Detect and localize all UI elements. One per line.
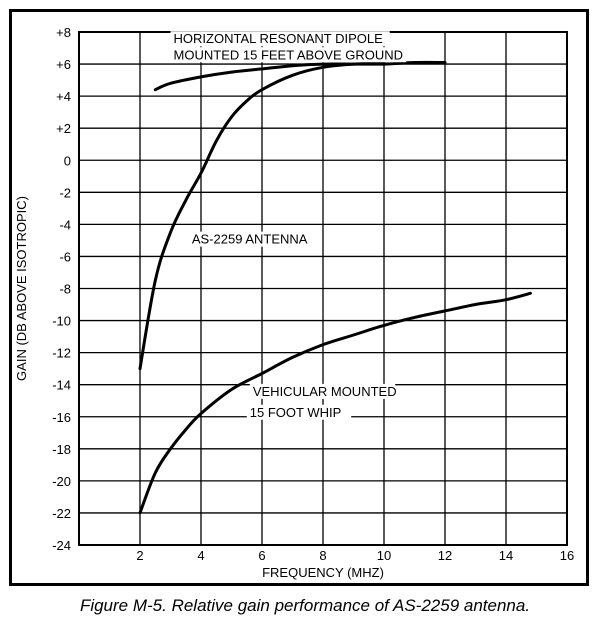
y-tick-label: -12 bbox=[52, 346, 71, 361]
x-tick-label: 12 bbox=[438, 548, 452, 563]
grid bbox=[79, 32, 567, 545]
series-label-0-0-bg bbox=[170, 31, 390, 47]
series-label-0-1-bg bbox=[170, 47, 407, 63]
y-tick-label: -6 bbox=[59, 249, 71, 264]
y-tick-label: 0 bbox=[64, 153, 71, 168]
x-tick-label: 8 bbox=[319, 548, 326, 563]
figure-frame bbox=[9, 9, 589, 586]
series-label-2-1-bg bbox=[246, 404, 352, 420]
y-tick-label: -2 bbox=[59, 185, 71, 200]
y-tick-label: -8 bbox=[59, 282, 71, 297]
series-label-1-0-bg bbox=[188, 231, 318, 247]
y-tick-label: -24 bbox=[52, 538, 71, 553]
y-tick-label: -22 bbox=[52, 506, 71, 521]
y-tick-label: +8 bbox=[56, 25, 71, 40]
x-axis-title: FREQUENCY (MHZ) bbox=[262, 565, 384, 580]
y-tick-label: -10 bbox=[52, 314, 71, 329]
y-tick-label: -16 bbox=[52, 410, 71, 425]
tick-labels: 2 4 6 8 10 12 14 16 +8 +6 +4 +2 0 -2 -4 -6 -8 -10 -12 -14 -1… bbox=[52, 25, 574, 563]
series-label-2-0: VEHICULAR MOUNTED bbox=[253, 384, 397, 399]
figure-caption: Figure M-5. Relative gain performance of… bbox=[79, 596, 531, 615]
series-label-1-0: AS-2259 ANTENNA bbox=[192, 232, 308, 247]
series-label-0-0: HORIZONTAL RESONANT DIPOLE bbox=[174, 31, 384, 46]
gain-chart: 2 4 6 8 10 12 14 16 +8 +6 +4 +2 0 -2 -4 -6 -8 -10 -12 -14 -1… bbox=[14, 25, 574, 580]
series-lines bbox=[138, 60, 532, 515]
whip-series-line bbox=[138, 291, 532, 515]
y-tick-label: -20 bbox=[52, 474, 71, 489]
as2259-series-line bbox=[138, 61, 386, 371]
x-tick-label: 16 bbox=[560, 548, 574, 563]
series-label-2-1: 15 FOOT WHIP bbox=[250, 405, 341, 420]
y-tick-label: +6 bbox=[56, 57, 71, 72]
x-tick-label: 2 bbox=[136, 548, 143, 563]
x-tick-label: 14 bbox=[499, 548, 513, 563]
x-tick-label: 4 bbox=[197, 548, 204, 563]
series-label-2-0-bg bbox=[249, 383, 396, 399]
y-tick-label: -14 bbox=[52, 378, 71, 393]
y-tick-label: -4 bbox=[59, 217, 71, 232]
y-axis-title: GAIN (DB ABOVE ISOTROPIC) bbox=[14, 196, 29, 381]
x-tick-label: 10 bbox=[377, 548, 391, 563]
y-tick-label: +4 bbox=[56, 89, 71, 104]
y-tick-label: +2 bbox=[56, 121, 71, 136]
dipole-series-line bbox=[153, 60, 447, 92]
x-tick-label: 6 bbox=[258, 548, 265, 563]
y-tick-label: -18 bbox=[52, 442, 71, 457]
series-label-0-1: MOUNTED 15 FEET ABOVE GROUND bbox=[174, 47, 403, 62]
